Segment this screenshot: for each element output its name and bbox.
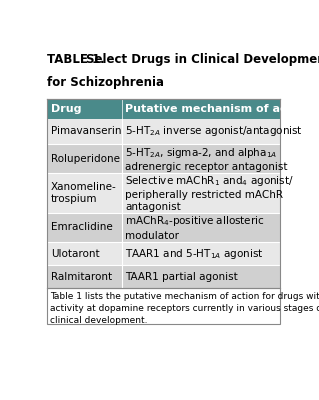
Text: for Schizophrenia: for Schizophrenia [47, 76, 164, 89]
Bar [47, 213, 280, 242]
Text: TAAR1 partial agonist: TAAR1 partial agonist [125, 272, 238, 282]
Text: Pimavanserin: Pimavanserin [51, 126, 122, 136]
Bar [47, 119, 280, 144]
Bar [47, 288, 280, 324]
Bar [47, 242, 280, 265]
Text: Emraclidine: Emraclidine [51, 222, 113, 232]
Bar [47, 173, 280, 213]
Text: 5-HT$_{2A}$, sigma-2, and alpha$_{1A}$
adrenergic receptor antagonist: 5-HT$_{2A}$, sigma-2, and alpha$_{1A}$ a… [125, 146, 288, 172]
Bar [47, 99, 280, 119]
Bar [47, 265, 280, 288]
Text: TAAR1 and 5-HT$_{1A}$ agonist: TAAR1 and 5-HT$_{1A}$ agonist [125, 246, 264, 260]
Bar [47, 144, 280, 173]
Text: 5-HT$_{2A}$ inverse agonist/antagonist: 5-HT$_{2A}$ inverse agonist/antagonist [125, 124, 303, 138]
Text: Ralmitaront: Ralmitaront [51, 272, 112, 282]
Text: Xanomeline-
trospium: Xanomeline- trospium [51, 182, 117, 204]
Text: Drug: Drug [51, 104, 81, 114]
Text: Roluperidone: Roluperidone [51, 154, 120, 164]
Text: Ulotaront: Ulotaront [51, 248, 100, 258]
Text: Select Drugs in Clinical Development: Select Drugs in Clinical Development [85, 53, 319, 66]
Text: Table 1 lists the putative mechanism of action for drugs without
activity at dop: Table 1 lists the putative mechanism of … [50, 292, 319, 325]
Text: Putative mechanism of action: Putative mechanism of action [125, 104, 311, 114]
Text: Selective mAChR$_{1}$ and$_{4}$ agonist/
peripherally restricted mAChR
antagonis: Selective mAChR$_{1}$ and$_{4}$ agonist/… [125, 174, 294, 212]
Text: TABLE 1.: TABLE 1. [47, 53, 109, 66]
Text: mAChR$_{4}$-positive allosteric
modulator: mAChR$_{4}$-positive allosteric modulato… [125, 214, 265, 241]
